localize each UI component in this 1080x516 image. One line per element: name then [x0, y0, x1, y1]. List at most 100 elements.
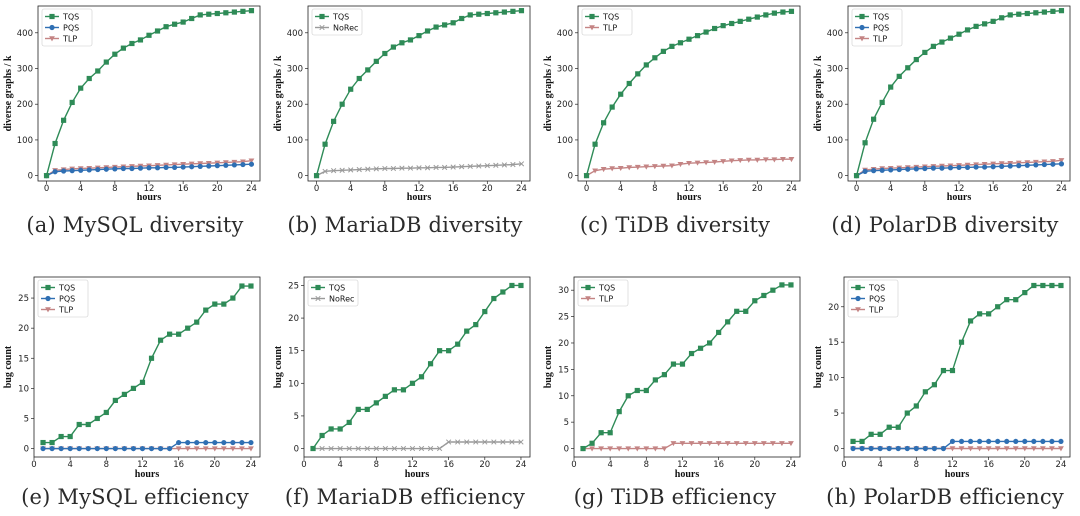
data-point-tqs [626, 80, 632, 87]
data-point-tqs [1050, 8, 1056, 14]
data-point-tlp [949, 446, 956, 452]
data-point-tqs [382, 393, 388, 399]
data-point-pqs [1033, 162, 1039, 168]
chart-tidb-efficiency: 0 4 8 12 16 20 24 0 5 10 15 20 25 30 hours bug count TQS… [543, 276, 801, 480]
data-point-tqs [1013, 297, 1019, 303]
y-tick-label: 0 [294, 445, 299, 455]
legend-marker-pqs [859, 24, 865, 31]
data-point-tqs [203, 307, 209, 313]
legend-marker-tqs [315, 284, 321, 291]
data-point-tqs [1049, 282, 1055, 289]
x-tick-label: 12 [677, 460, 688, 470]
data-point-tqs [52, 140, 58, 147]
data-point-pqs [120, 165, 126, 172]
series-norec [313, 161, 525, 179]
legend-marker-tqs [589, 13, 595, 20]
data-point-tqs [319, 432, 325, 439]
data-point-tqs [103, 409, 109, 416]
data-point-tqs [364, 406, 370, 412]
legend-label-tlp: TLP [62, 35, 77, 44]
x-tick-label: 0 [584, 184, 589, 194]
data-point-pqs [146, 165, 152, 171]
y-tick-label: 400 [827, 29, 843, 39]
data-point-pqs [203, 439, 209, 446]
x-tick-label: 0 [301, 460, 306, 470]
data-point-tqs [248, 283, 254, 289]
data-point-tqs [589, 440, 595, 446]
data-point-tlp [1003, 446, 1010, 452]
data-point-tqs [669, 43, 675, 49]
y-tick-label: 0 [568, 172, 573, 182]
data-point-pqs [212, 439, 218, 446]
x-tick-label: 20 [749, 460, 760, 470]
data-point-pqs [49, 445, 55, 452]
legend-label-tqs: TQS [872, 13, 889, 22]
data-point-pqs [1049, 438, 1055, 445]
data-point-tqs [197, 12, 203, 18]
data-point-tqs [446, 348, 452, 354]
series-tqs [43, 8, 255, 179]
data-point-tlp [697, 441, 704, 447]
chart-polardb-diversity: 0 4 8 12 16 20 24 0 100 200 300 400 hours diverse gra… [813, 5, 1071, 203]
data-point-tqs [214, 10, 220, 17]
data-point-tqs [977, 311, 983, 317]
data-point-tqs [720, 23, 726, 29]
series-tlp [583, 157, 795, 179]
legend-marker-tlp [49, 36, 55, 42]
y-axis-label: diverse graphs / k [543, 55, 554, 131]
x-tick-label: 4 [607, 460, 612, 470]
series-line-tqs [582, 284, 791, 450]
data-point-pqs [206, 163, 212, 169]
data-point-tqs [464, 328, 470, 334]
data-point-tqs [947, 35, 954, 41]
data-point-tqs [1024, 10, 1030, 17]
data-point-tqs [339, 101, 345, 107]
data-point-pqs [1050, 161, 1056, 167]
y-tick-label: 20 [558, 339, 569, 349]
data-point-tqs [583, 173, 590, 179]
data-point-tqs [491, 295, 497, 302]
series-tqs [313, 8, 525, 179]
series-pqs [853, 161, 1065, 179]
x-tick-label: 4 [337, 460, 342, 470]
data-point-norec [455, 439, 461, 445]
data-point-tqs [484, 10, 490, 17]
data-point-tqs [212, 301, 218, 307]
data-point-tqs [635, 71, 641, 77]
data-point-norec [409, 445, 416, 452]
data-point-tqs [896, 73, 902, 79]
data-point-tlp [607, 446, 614, 452]
data-point-tlp [652, 446, 659, 452]
x-tick-label: 16 [718, 184, 729, 194]
data-point-norec [348, 167, 354, 173]
data-point-tqs [853, 173, 860, 179]
data-point-tqs [607, 430, 613, 436]
data-point-tqs [240, 8, 246, 14]
data-point-tqs [148, 355, 155, 361]
chart-mysql-diversity: 0 4 8 12 16 20 24 0 100 200 300 400 hours diverse gra… [3, 5, 261, 203]
data-point-tqs [518, 282, 524, 289]
data-point-tqs [248, 8, 255, 14]
x-tick-label: 8 [112, 184, 117, 194]
x-tick-label: 16 [713, 460, 724, 470]
data-point-pqs [904, 445, 910, 452]
data-point-norec [373, 166, 379, 172]
data-point-tlp [742, 441, 749, 447]
data-point-tqs [382, 50, 388, 57]
y-tick-label: 10 [558, 392, 569, 402]
data-point-norec [493, 162, 499, 168]
data-point-pqs [176, 439, 182, 446]
data-point-pqs [1016, 163, 1022, 169]
data-point-tqs [313, 173, 320, 179]
data-point-norec [500, 439, 506, 445]
data-point-tlp [634, 446, 641, 452]
chart-mariadb-efficiency: 0 4 8 12 16 20 24 0 5 10 15 20 25 hours bug count TQS No… [273, 276, 531, 480]
data-point-tqs [206, 11, 212, 17]
x-axis-label: hours [407, 192, 432, 203]
data-point-tlp [661, 446, 668, 452]
data-point-tqs [154, 28, 161, 34]
data-point-tqs [729, 20, 735, 27]
data-point-norec [482, 439, 488, 445]
series-pqs [40, 439, 254, 452]
data-point-pqs [986, 438, 992, 445]
